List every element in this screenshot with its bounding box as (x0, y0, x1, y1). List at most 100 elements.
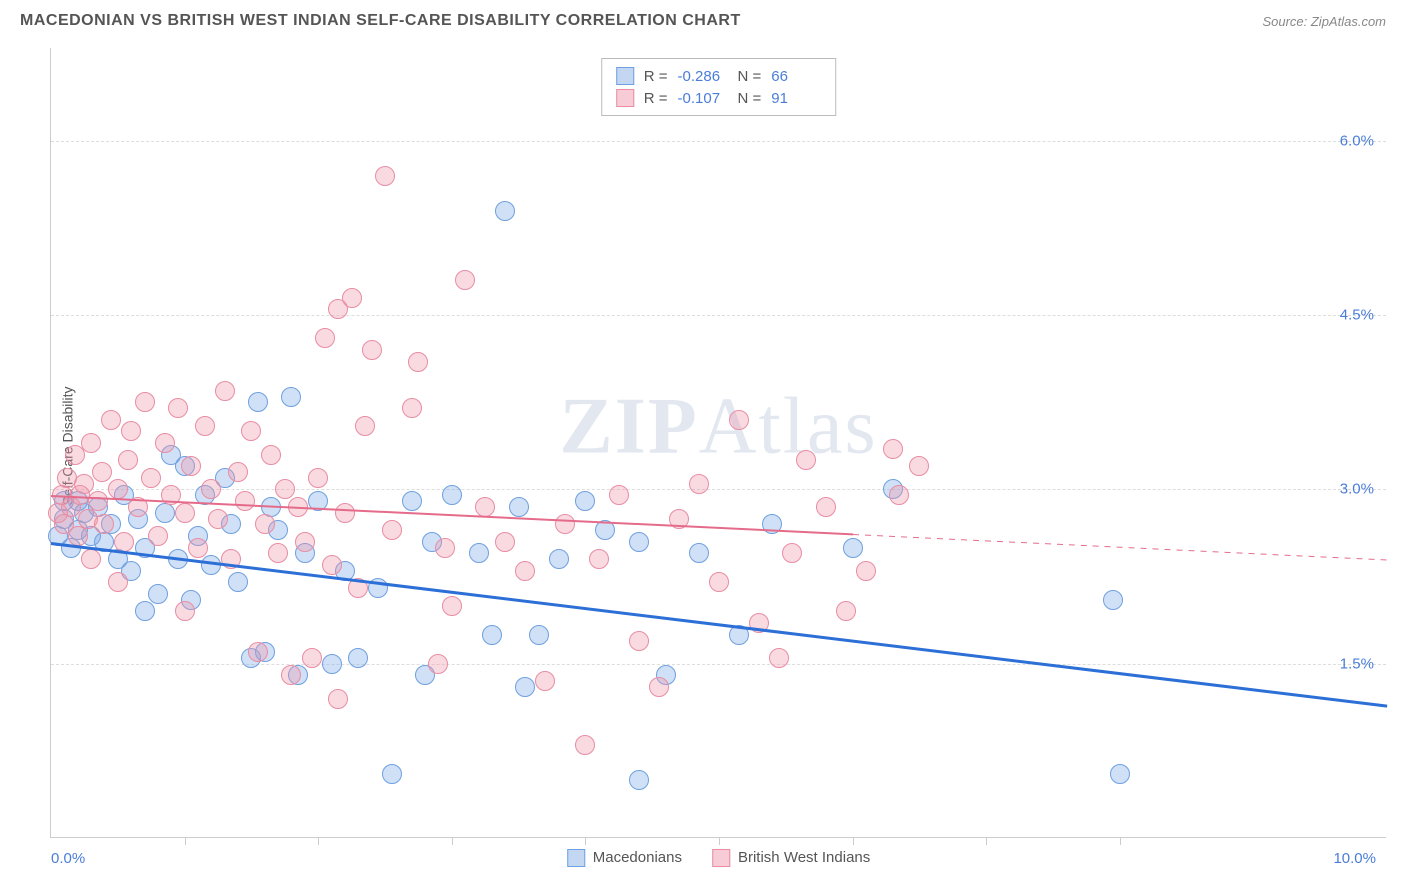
data-point (816, 497, 836, 517)
legend-item: British West Indians (712, 849, 870, 867)
data-point (155, 503, 175, 523)
data-point (469, 543, 489, 563)
data-point (442, 596, 462, 616)
data-point (88, 491, 108, 511)
data-point (92, 462, 112, 482)
data-point (81, 549, 101, 569)
legend-swatch (567, 849, 585, 867)
data-point (281, 665, 301, 685)
data-point (255, 514, 275, 534)
stats-legend: R = -0.286N = 66R = -0.107N = 91 (601, 58, 837, 116)
x-tick (585, 837, 586, 845)
data-point (355, 416, 375, 436)
data-point (843, 538, 863, 558)
data-point (555, 514, 575, 534)
x-tick (719, 837, 720, 845)
data-point (782, 543, 802, 563)
data-point (148, 584, 168, 604)
x-axis-end-label: 10.0% (1333, 850, 1376, 867)
y-tick-label: 6.0% (1340, 132, 1374, 149)
data-point (168, 398, 188, 418)
data-point (195, 416, 215, 436)
data-point (535, 671, 555, 691)
data-point (228, 462, 248, 482)
data-point (275, 479, 295, 499)
trend-line (51, 542, 1387, 707)
data-point (428, 654, 448, 674)
data-point (1103, 590, 1123, 610)
data-point (68, 526, 88, 546)
gridline (51, 489, 1386, 490)
source-attribution: Source: ZipAtlas.com (1262, 14, 1386, 29)
data-point (729, 410, 749, 430)
data-point (108, 572, 128, 592)
data-point (402, 491, 422, 511)
y-tick-label: 1.5% (1340, 655, 1374, 672)
chart-title: MACEDONIAN VS BRITISH WEST INDIAN SELF-C… (20, 12, 741, 30)
legend-swatch (616, 67, 634, 85)
data-point (495, 201, 515, 221)
data-point (241, 421, 261, 441)
data-point (175, 503, 195, 523)
legend-swatch (712, 849, 730, 867)
data-point (836, 601, 856, 621)
data-point (769, 648, 789, 668)
data-point (342, 288, 362, 308)
data-point (382, 764, 402, 784)
data-point (315, 328, 335, 348)
data-point (529, 625, 549, 645)
data-point (482, 625, 502, 645)
data-point (248, 392, 268, 412)
data-point (495, 532, 515, 552)
data-point (248, 642, 268, 662)
data-point (201, 479, 221, 499)
data-point (335, 503, 355, 523)
stats-row: R = -0.107N = 91 (616, 87, 822, 109)
data-point (348, 648, 368, 668)
data-point (689, 474, 709, 494)
data-point (188, 538, 208, 558)
data-point (435, 538, 455, 558)
data-point (629, 532, 649, 552)
data-point (649, 677, 669, 697)
data-point (302, 648, 322, 668)
data-point (328, 689, 348, 709)
legend-swatch (616, 89, 634, 107)
data-point (909, 456, 929, 476)
data-point (322, 555, 342, 575)
data-point (322, 654, 342, 674)
y-tick-label: 4.5% (1340, 307, 1374, 324)
y-tick-label: 3.0% (1340, 481, 1374, 498)
stats-row: R = -0.286N = 66 (616, 65, 822, 87)
data-point (856, 561, 876, 581)
data-point (883, 439, 903, 459)
data-point (475, 497, 495, 517)
data-point (101, 410, 121, 430)
data-point (1110, 764, 1130, 784)
scatter-chart: ZIPAtlas R = -0.286N = 66R = -0.107N = 9… (50, 48, 1386, 838)
data-point (135, 392, 155, 412)
data-point (709, 572, 729, 592)
data-point (118, 450, 138, 470)
data-point (689, 543, 709, 563)
x-tick (185, 837, 186, 845)
x-tick (1120, 837, 1121, 845)
data-point (175, 601, 195, 621)
data-point (148, 526, 168, 546)
data-point (382, 520, 402, 540)
x-tick (452, 837, 453, 845)
data-point (135, 601, 155, 621)
data-point (141, 468, 161, 488)
data-point (375, 166, 395, 186)
data-point (575, 735, 595, 755)
data-point (889, 485, 909, 505)
data-point (515, 677, 535, 697)
series-legend: MacedoniansBritish West Indians (567, 849, 871, 867)
x-tick (318, 837, 319, 845)
data-point (281, 387, 301, 407)
data-point (629, 631, 649, 651)
data-point (509, 497, 529, 517)
data-point (261, 445, 281, 465)
data-point (609, 485, 629, 505)
data-point (629, 770, 649, 790)
